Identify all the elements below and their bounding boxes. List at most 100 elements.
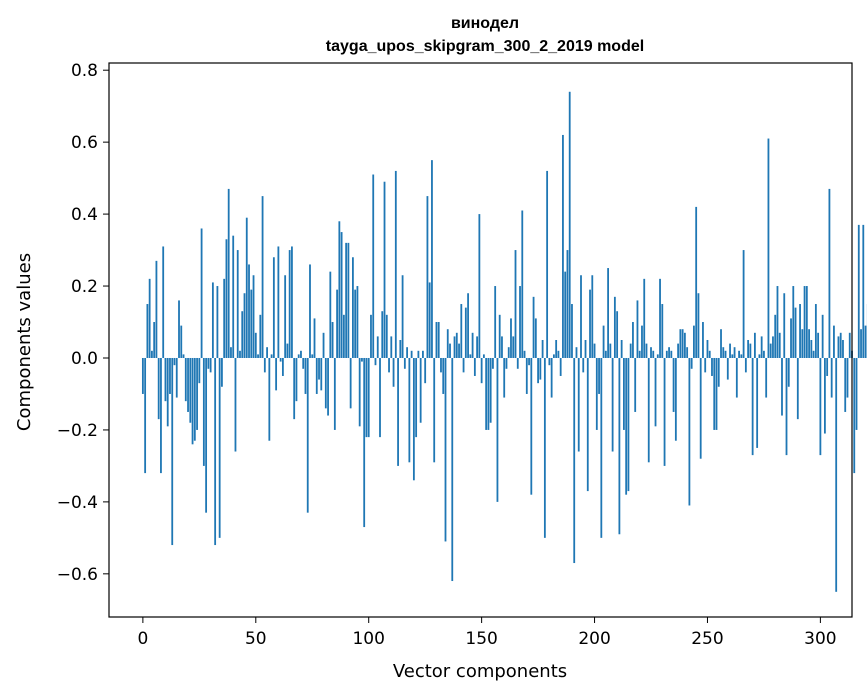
bar-179 — [546, 170, 549, 358]
bar-49 — [252, 275, 255, 358]
bar-288 — [792, 286, 795, 358]
bar-268 — [747, 340, 750, 358]
y-tick-label: 0.2 — [71, 277, 98, 297]
bar-283 — [781, 357, 783, 416]
bar-279 — [772, 336, 774, 358]
bar-185 — [559, 357, 562, 376]
bar-193 — [577, 357, 580, 452]
bar-247 — [699, 357, 702, 459]
bar-142 — [462, 357, 465, 373]
bar-137 — [451, 357, 454, 582]
bar-200 — [593, 343, 596, 358]
bar-310 — [842, 340, 844, 358]
bar-24 — [196, 357, 198, 430]
bar-series — [141, 91, 867, 592]
bar-53 — [261, 196, 264, 358]
bar-39 — [230, 347, 232, 358]
bar-116 — [403, 357, 406, 369]
bar-292 — [801, 329, 804, 358]
bar-141 — [460, 304, 463, 358]
bar-167 — [519, 286, 521, 358]
chart-title: винодел — [451, 15, 519, 32]
bar-269 — [749, 343, 752, 358]
bar-305 — [830, 357, 833, 398]
bar-23 — [193, 357, 196, 441]
y-tick-label: 0.4 — [71, 205, 98, 225]
bar-166 — [516, 357, 519, 369]
bar-16 — [178, 300, 180, 358]
bar-68 — [295, 357, 298, 402]
bar-135 — [446, 329, 449, 358]
bar-112 — [394, 170, 397, 358]
bar-46 — [245, 217, 248, 358]
bar-113 — [397, 357, 399, 466]
bar-156 — [494, 286, 497, 358]
bar-270 — [751, 357, 754, 456]
bar-163 — [510, 318, 512, 358]
bar-59 — [275, 357, 278, 391]
bar-51 — [257, 354, 259, 358]
bar-241 — [686, 347, 689, 358]
bar-313 — [848, 332, 851, 358]
bar-299 — [817, 332, 820, 358]
bar-197 — [586, 357, 589, 492]
bar-307 — [835, 357, 838, 592]
bar-38 — [227, 188, 230, 358]
bar-18 — [182, 354, 185, 358]
bar-160 — [503, 357, 506, 398]
bar-317 — [857, 224, 860, 358]
bar-25 — [198, 357, 201, 384]
bar-218 — [634, 357, 637, 412]
bar-257 — [722, 347, 725, 358]
bar-309 — [839, 332, 842, 358]
x-axis-ticks: 0 50 100 150 200 250 300 — [137, 617, 837, 649]
bar-75 — [311, 354, 314, 358]
bar-15 — [175, 357, 178, 398]
bar-70 — [300, 350, 302, 358]
bar-45 — [243, 293, 246, 358]
bar-191 — [573, 357, 576, 564]
bar-192 — [575, 347, 578, 358]
bar-189 — [568, 91, 571, 358]
bar-253 — [713, 357, 716, 430]
bar-85 — [333, 357, 336, 430]
bar-22 — [191, 357, 194, 445]
bar-104 — [376, 336, 379, 358]
bar-168 — [521, 210, 524, 358]
bar-320 — [864, 325, 867, 358]
bar-146 — [471, 332, 474, 358]
bar-5 — [153, 322, 156, 358]
bar-249 — [704, 357, 707, 373]
bar-126 — [426, 196, 429, 358]
bar-263 — [735, 357, 738, 398]
x-tick-label: 100 — [352, 629, 384, 649]
bar-31 — [211, 282, 214, 358]
bar-176 — [539, 357, 542, 380]
bar-256 — [720, 329, 722, 358]
bar-301 — [821, 314, 824, 358]
bar-171 — [528, 357, 530, 366]
bar-76 — [313, 318, 316, 358]
bar-243 — [690, 357, 693, 369]
bar-97 — [361, 357, 363, 362]
bar-221 — [641, 325, 643, 358]
bar-129 — [433, 357, 436, 463]
bar-272 — [756, 357, 759, 448]
bar-88 — [340, 232, 343, 358]
chart-subtitle: tayga_upos_skipgram_300_2_2019 model — [326, 38, 644, 55]
bar-87 — [338, 221, 341, 358]
bar-151 — [482, 354, 485, 358]
bar-264 — [738, 350, 740, 358]
bar-232 — [665, 350, 668, 358]
bar-271 — [753, 332, 756, 358]
bar-32 — [214, 357, 217, 546]
bar-275 — [763, 350, 765, 358]
bar-258 — [724, 350, 727, 358]
bar-161 — [505, 357, 508, 369]
bar-173 — [532, 296, 535, 358]
bar-107 — [383, 181, 386, 358]
bar-147 — [473, 357, 476, 376]
bar-35 — [221, 357, 223, 387]
